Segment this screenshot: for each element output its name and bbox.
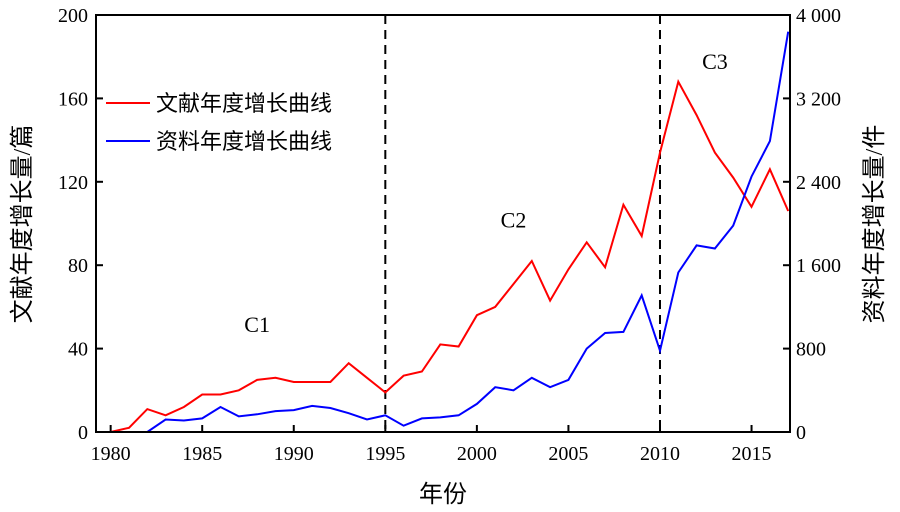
x-tick-label: 1995 [365,443,405,465]
y-tick-label-right: 800 [796,339,826,361]
x-tick-label: 2015 [732,443,772,465]
y-tick-label-left: 80 [68,255,88,277]
legend-label-literature: 文献年度增长曲线 [156,91,332,116]
y-axis-label-left: 文献年度增长量/篇 [9,125,36,324]
y-tick-label-left: 120 [58,172,88,194]
x-tick-label: 1980 [91,443,131,465]
literature-growth-line [110,79,790,433]
phase-label-c3: C3 [702,49,728,74]
y-tick-label-left: 0 [78,422,88,444]
y-tick-label-right: 1 600 [796,255,841,277]
x-tick-label: 2005 [548,443,588,465]
x-tick-label: 2000 [457,443,497,465]
y-tick-label-right: 3 200 [796,88,841,110]
legend: 文献年度增长曲线 资料年度增长曲线 [106,91,332,154]
x-axis-label: 年份 [419,481,467,508]
y-tick-label-right: 2 400 [796,172,841,194]
y-tick-label-left: 200 [58,5,88,27]
y-axis-label-right: 资料年度增长量/件 [861,125,888,324]
materials-growth-line [110,31,790,433]
y-tick-label-right: 0 [796,422,806,444]
x-tick-label: 2010 [640,443,680,465]
plot-frame [95,14,791,433]
x-tick-label: 1985 [182,443,222,465]
phase-label-c1: C1 [244,312,270,337]
y-tick-label-right: 4 000 [796,5,841,27]
y-tick-label-left: 40 [68,339,88,361]
legend-label-materials: 资料年度增长曲线 [156,129,332,154]
x-tick-label: 1990 [274,443,314,465]
phase-label-c2: C2 [501,208,527,233]
y-tick-label-left: 160 [58,88,88,110]
